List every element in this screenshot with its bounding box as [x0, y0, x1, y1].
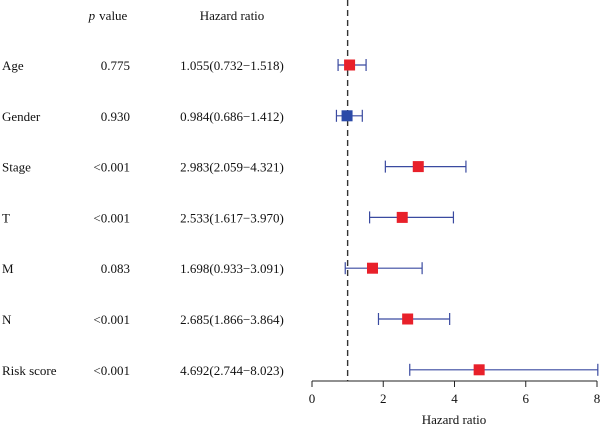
hr-point-m — [366, 262, 378, 274]
p-value-stage: <0.001 — [93, 160, 130, 175]
pvalue-header-rest: value — [99, 8, 127, 23]
row-label-m: M — [2, 261, 14, 276]
row-label-n: N — [2, 312, 12, 327]
hr-text-t: 2.533(1.617−3.970) — [180, 210, 284, 225]
hr-text-risk-score: 4.692(2.744−8.023) — [180, 363, 284, 378]
plot-layer — [335, 0, 599, 381]
x-tick-label-6: 6 — [523, 391, 530, 406]
hr-text-stage: 2.983(2.059−4.321) — [180, 160, 284, 175]
hr-point-risk-score — [473, 364, 485, 376]
row-label-gender: Gender — [2, 109, 41, 124]
p-value-age: 0.775 — [101, 58, 130, 73]
x-axis: 0 2 4 6 8 — [309, 380, 600, 406]
hr-point-n — [402, 313, 414, 325]
p-value-n: <0.001 — [93, 312, 130, 327]
hazard-ratio-header: Hazard ratio — [200, 8, 265, 23]
x-tick-label-4: 4 — [451, 391, 458, 406]
x-tick-label-0: 0 — [309, 391, 316, 406]
p-value-risk-score: <0.001 — [93, 363, 130, 378]
x-tick-label-8: 8 — [594, 391, 600, 406]
hr-point-stage — [412, 161, 424, 173]
hr-text-age: 1.055(0.732−1.518) — [180, 58, 284, 73]
hr-point-t — [396, 211, 408, 223]
hr-point-age — [344, 59, 356, 71]
hr-text-m: 1.698(0.933−3.091) — [180, 261, 284, 276]
row-label-risk-score: Risk score — [2, 363, 57, 378]
rows-layer: Age 0.775 1.055(0.732−1.518) Gender 0.930 0.9… — [2, 58, 284, 378]
p-value-m: 0.083 — [101, 261, 130, 276]
hr-text-n: 2.685(1.866−3.864) — [180, 312, 284, 327]
x-tick-label-2: 2 — [380, 391, 387, 406]
row-label-t: T — [2, 210, 10, 225]
hr-text-gender: 0.984(0.686−1.412) — [180, 109, 284, 124]
row-label-age: Age — [2, 58, 24, 73]
pvalue-header-italic: p — [88, 8, 96, 23]
p-value-gender: 0.930 — [101, 109, 130, 124]
pvalue-header: p value — [88, 8, 128, 23]
row-label-stage: Stage — [2, 160, 31, 175]
x-axis-label: Hazard ratio — [422, 412, 487, 427]
p-value-t: <0.001 — [93, 210, 130, 225]
hr-point-gender — [341, 110, 353, 122]
